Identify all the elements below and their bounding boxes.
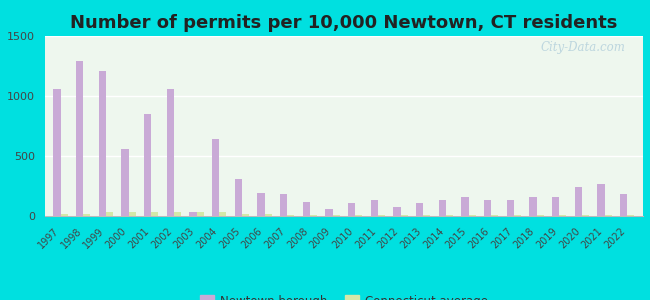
Bar bbox=[265, 214, 272, 216]
Bar bbox=[287, 215, 294, 216]
Bar bbox=[446, 215, 453, 216]
Bar bbox=[106, 212, 113, 216]
Bar bbox=[53, 89, 60, 216]
Bar bbox=[439, 200, 446, 216]
Bar bbox=[416, 203, 423, 216]
Bar bbox=[514, 215, 521, 216]
Bar bbox=[303, 202, 310, 216]
Bar bbox=[506, 200, 514, 216]
Bar bbox=[60, 214, 68, 216]
Bar bbox=[219, 212, 226, 216]
Bar bbox=[370, 200, 378, 216]
Text: City-Data.com: City-Data.com bbox=[540, 41, 625, 54]
Bar bbox=[559, 215, 566, 216]
Bar bbox=[310, 215, 317, 216]
Bar bbox=[491, 215, 499, 216]
Bar bbox=[604, 215, 612, 216]
Bar bbox=[484, 200, 491, 216]
Bar bbox=[627, 215, 634, 216]
Bar bbox=[83, 214, 90, 216]
Bar bbox=[400, 215, 408, 216]
Bar bbox=[582, 215, 589, 216]
Bar bbox=[393, 207, 400, 216]
Bar bbox=[378, 215, 385, 216]
Title: Number of permits per 10,000 Newtown, CT residents: Number of permits per 10,000 Newtown, CT… bbox=[70, 14, 618, 32]
Bar bbox=[144, 114, 151, 216]
Bar bbox=[257, 193, 265, 216]
Bar bbox=[235, 179, 242, 216]
Bar bbox=[99, 71, 106, 216]
Bar bbox=[348, 203, 355, 216]
Bar bbox=[355, 215, 363, 216]
Bar bbox=[151, 212, 159, 216]
Bar bbox=[536, 215, 544, 216]
Bar bbox=[325, 209, 333, 216]
Legend: Newtown borough, Connecticut average: Newtown borough, Connecticut average bbox=[195, 290, 493, 300]
Bar bbox=[469, 215, 476, 216]
Bar bbox=[280, 194, 287, 216]
Bar bbox=[189, 212, 196, 216]
Bar bbox=[174, 212, 181, 216]
Bar bbox=[122, 149, 129, 216]
Bar bbox=[423, 215, 430, 216]
Bar bbox=[212, 139, 219, 216]
Bar bbox=[76, 61, 83, 216]
Bar bbox=[620, 194, 627, 216]
Bar bbox=[552, 197, 559, 216]
Bar bbox=[196, 212, 204, 216]
Bar bbox=[462, 197, 469, 216]
Bar bbox=[529, 197, 536, 216]
Bar bbox=[166, 89, 174, 216]
Bar bbox=[242, 214, 249, 216]
Bar bbox=[597, 184, 604, 216]
Bar bbox=[333, 215, 340, 216]
Bar bbox=[575, 187, 582, 216]
Bar bbox=[129, 212, 136, 216]
